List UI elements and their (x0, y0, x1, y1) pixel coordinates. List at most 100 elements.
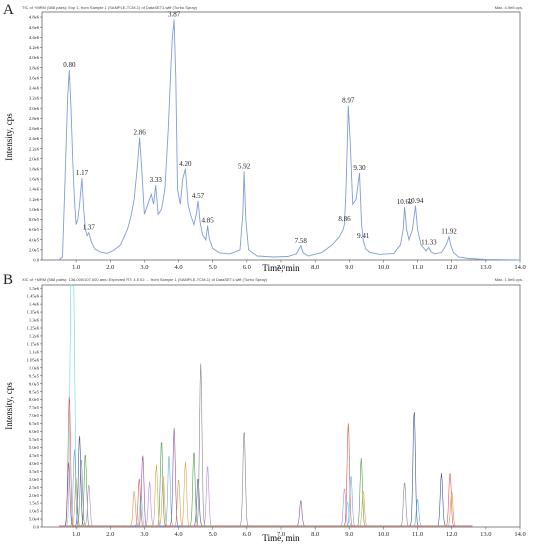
b-ytick-label: 1.0e6 (29, 365, 40, 370)
a-ytick-label: 4.8e6 (29, 15, 40, 20)
b-xtick-label: 11.0 (412, 531, 423, 538)
b-ytick-label: 8.0e5 (29, 397, 40, 402)
header-text-b: XIC of +MRM (588 pairs): 136.000/107.000… (22, 277, 268, 282)
b-ytick-label: 2.0e5 (29, 493, 40, 498)
b-xtick-label: 9.0 (345, 531, 353, 538)
a-xtick-label: 12.0 (446, 264, 457, 271)
a-ytick-label: 2.2e6 (29, 146, 40, 151)
y-axis-label-b: Intensity, cps (4, 382, 14, 430)
b-ytick-label: 9.5e5 (29, 373, 40, 378)
a-xtick-label: 4.0 (175, 264, 183, 271)
b-ytick-label: 7.5e5 (29, 405, 40, 410)
plot-frame-b (41, 284, 521, 528)
a-ytick-label: 3.6e6 (29, 75, 40, 80)
tic-trace (58, 19, 521, 261)
a-ytick-label: 4.2e6 (29, 45, 40, 50)
panel-letter-a: A (3, 2, 14, 18)
b-ytick-label: 4.5e5 (29, 453, 40, 458)
xic-trace (58, 442, 473, 528)
a-xtick-label: 3.0 (140, 264, 148, 271)
a-ytick-label: 0.0 (33, 258, 39, 263)
a-ytick-label: 2.0e5 (29, 247, 40, 252)
a-xtick-label: 13.0 (480, 264, 491, 271)
b-ytick-label: 6.5e5 (29, 421, 40, 426)
a-ytick-label: 3.0e6 (29, 106, 40, 111)
peak-label: 8.86 (338, 215, 351, 223)
a-ytick-label: 3.2e6 (29, 96, 40, 101)
xic-trace (58, 397, 473, 528)
a-xtick-label: 10.0 (378, 264, 389, 271)
b-ytick-label: 1.25e6 (27, 326, 40, 331)
b-xtick-label: 2.0 (106, 531, 114, 538)
peak-label: 1.17 (76, 169, 89, 177)
b-ytick-label: 1.2e6 (29, 334, 40, 339)
b-ytick-label: 1.35e6 (27, 310, 40, 315)
b-ytick-label: 1.5e6 (29, 286, 40, 291)
b-xtick-label: 1.0 (72, 531, 80, 538)
b-ytick-label: 1.4e6 (29, 302, 40, 307)
b-ytick-label: 1.5e5 (29, 501, 40, 506)
a-ytick-label: 2.0e6 (29, 156, 40, 161)
a-ytick-label: 1.2e6 (29, 197, 40, 202)
b-xtick-label: 8.0 (311, 531, 319, 538)
a-ytick-label: 4.4e6 (29, 35, 40, 40)
a-ytick-label: 2.6e6 (29, 126, 40, 131)
a-ytick-label: 4.0e6 (29, 55, 40, 60)
panel-letter-b: B (3, 272, 14, 288)
b-ytick-label: 1.45e6 (27, 294, 40, 299)
peak-label: 4.57 (192, 192, 205, 200)
peak-label: 1.37 (83, 224, 96, 232)
b-xtick-label: 7.0 (277, 531, 285, 538)
peak-label: 3.87 (168, 11, 181, 19)
a-ytick-label: 2.8e6 (29, 116, 40, 121)
max-intensity-a: Max. 4.9e6 cps. (494, 5, 523, 10)
xic-trace (59, 466, 473, 528)
xic-trace (58, 427, 473, 528)
b-ytick-label: 5.5e5 (29, 437, 40, 442)
peak-label: 3.33 (150, 176, 163, 184)
peak-label: 4.85 (201, 217, 214, 225)
b-ytick-label: 1.05e6 (27, 357, 40, 362)
max-intensity-b: Max. 1.5e6 cps. (494, 277, 523, 282)
b-ytick-label: 2.5e5 (29, 485, 40, 490)
a-ytick-label: 4.0e5 (29, 237, 40, 242)
chart-a-svg: 0.0 2.0e5 4.0e5 6.0e5 8.0e5 1.0e6 1.2e6 1.4e6 1.… (4, 11, 526, 273)
peak-label: 10.94 (408, 197, 424, 205)
a-ytick-label: 6.0e5 (29, 227, 40, 232)
a-xtick-label: 5.0 (209, 264, 217, 271)
b-ytick-label: 8.5e5 (29, 389, 40, 394)
a-xtick-label: 9.0 (345, 264, 353, 271)
b-ytick-label: 7.0e5 (29, 413, 40, 418)
b-ytick-label: 1.15e6 (27, 342, 40, 347)
b-ytick-label: 6.0e5 (29, 429, 40, 434)
xic-trace (59, 461, 473, 528)
a-ytick-label: 1.4e6 (29, 187, 40, 192)
peak-label: 9.41 (357, 232, 370, 240)
xic-trace (58, 363, 473, 528)
b-ytick-label: 4.0e5 (29, 461, 40, 466)
a-xtick-label: 6.0 (243, 264, 251, 271)
peak-label: 2.86 (134, 129, 147, 137)
y-axis-label-a: Intensity, cps (4, 113, 14, 161)
b-ytick-label: 3.5e5 (29, 469, 40, 474)
chromatogram-panel-b: B XIC of +MRM (588 pairs): 136.000/107.0… (0, 272, 533, 550)
a-ytick-label: 1.0e6 (29, 207, 40, 212)
b-ytick-label: 5.0e4 (29, 517, 40, 522)
b-xtick-label: 13.0 (480, 531, 491, 538)
a-ytick-label: 3.8e6 (29, 65, 40, 70)
peak-label: 4.20 (179, 160, 192, 168)
a-ytick-label: 4.6e6 (29, 25, 40, 30)
b-xtick-label: 3.0 (140, 531, 148, 538)
b-xtick-label: 6.0 (243, 531, 251, 538)
b-ytick-label: 0.0 (33, 525, 39, 530)
x-axis-label-b: Time, min (262, 533, 300, 543)
peak-label: 9.30 (353, 164, 366, 172)
peak-label: 7.58 (295, 237, 308, 245)
chart-b-svg: 0.0 5.0e4 1.0e5 1.5e5 2.0e5 2.5e5 3.0e5 3.5e5 4.… (4, 284, 526, 543)
b-ytick-label: 1.1e6 (29, 349, 40, 354)
b-ytick-label: 5.0e5 (29, 445, 40, 450)
xic-trace (59, 284, 473, 528)
a-xtick-label: 2.0 (106, 264, 114, 271)
a-ytick-label: 8.0e5 (29, 217, 40, 222)
a-xtick-label: 8.0 (311, 264, 319, 271)
